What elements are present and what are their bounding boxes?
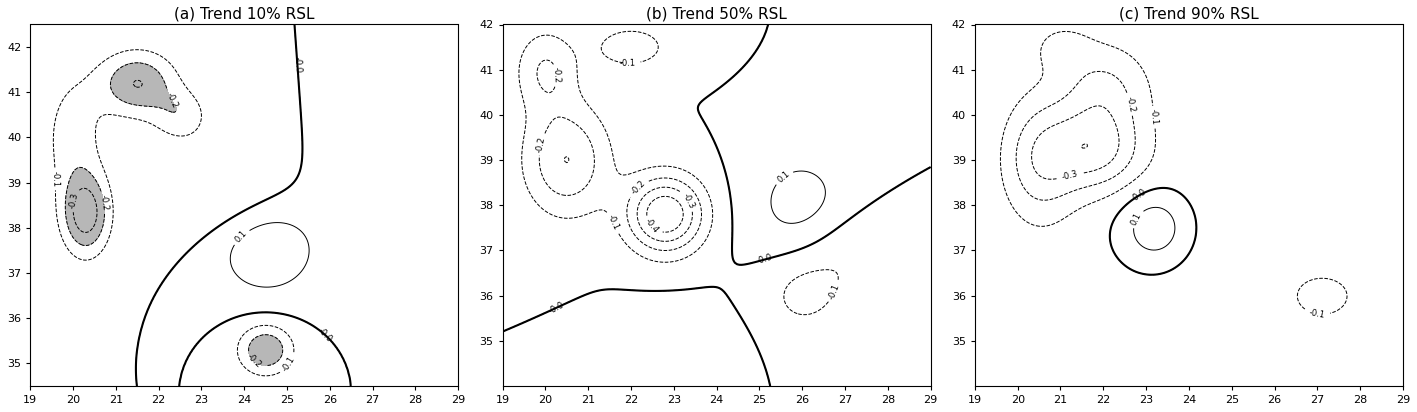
Text: 0.1: 0.1 <box>775 169 791 185</box>
Text: -0.2: -0.2 <box>536 136 547 153</box>
Text: -0.1: -0.1 <box>1149 109 1159 126</box>
Text: -0.1: -0.1 <box>281 355 298 373</box>
Text: -0.2: -0.2 <box>164 91 180 110</box>
Text: -0.1: -0.1 <box>619 59 635 68</box>
Text: -0.3: -0.3 <box>1060 170 1078 182</box>
Text: -0.1: -0.1 <box>605 213 621 232</box>
Text: -0.0: -0.0 <box>755 253 774 266</box>
Text: -0.2: -0.2 <box>1124 96 1136 113</box>
Text: -0.1: -0.1 <box>1308 308 1326 320</box>
Text: -0.0: -0.0 <box>292 56 302 73</box>
Text: -0.2: -0.2 <box>98 194 109 211</box>
Text: -0.2: -0.2 <box>629 179 648 197</box>
Text: -0.4: -0.4 <box>643 217 660 235</box>
Text: -0.3: -0.3 <box>682 192 696 210</box>
Text: -0.0: -0.0 <box>1129 187 1148 204</box>
Title: (a) Trend 10% RSL: (a) Trend 10% RSL <box>174 7 315 22</box>
Text: 0.1: 0.1 <box>1129 211 1144 227</box>
Text: -0.2: -0.2 <box>551 67 561 84</box>
Text: -0.0: -0.0 <box>316 326 334 344</box>
Text: -0.2: -0.2 <box>245 353 262 370</box>
Text: -0.1: -0.1 <box>828 282 842 301</box>
Title: (c) Trend 90% RSL: (c) Trend 90% RSL <box>1119 7 1258 22</box>
Text: 0.1: 0.1 <box>234 229 249 245</box>
Title: (b) Trend 50% RSL: (b) Trend 50% RSL <box>646 7 786 22</box>
Text: -0.0: -0.0 <box>547 300 565 316</box>
Text: -0.3: -0.3 <box>68 192 81 210</box>
Text: -0.1: -0.1 <box>51 171 60 187</box>
